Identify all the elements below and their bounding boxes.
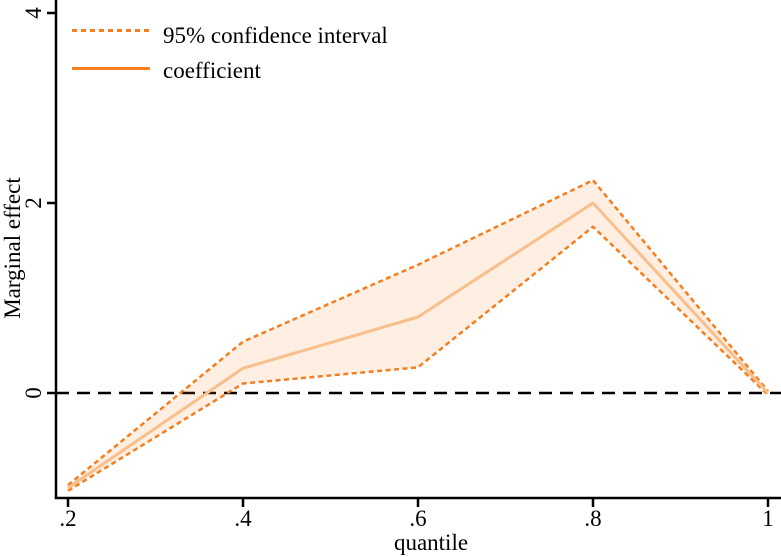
x-tick-label-1: 1: [762, 506, 774, 531]
confidence-band: [68, 180, 768, 491]
x-tick-label-.8: .8: [584, 506, 602, 531]
x-tick-label-.6: .6: [409, 506, 427, 531]
coefficient-solid-line-sample: [72, 67, 150, 70]
legend-label-coefficient: coefficient: [163, 58, 261, 83]
legend-label-ci: 95% confidence interval: [163, 23, 388, 48]
x-axis-title: quantile: [393, 530, 469, 555]
ci-upper-line: [67, 178, 769, 487]
y-tick-label-0: 0: [21, 387, 46, 399]
y-tick-label-4: 4: [21, 7, 46, 19]
x-tick-label-.4: .4: [234, 506, 252, 531]
x-tick-label-.2: .2: [59, 506, 77, 531]
ci-dashed-line-sample: [72, 29, 150, 32]
ci-lower-line: [67, 225, 769, 492]
y-tick-label-2: 2: [21, 197, 46, 209]
coefficient-line: [67, 201, 770, 490]
